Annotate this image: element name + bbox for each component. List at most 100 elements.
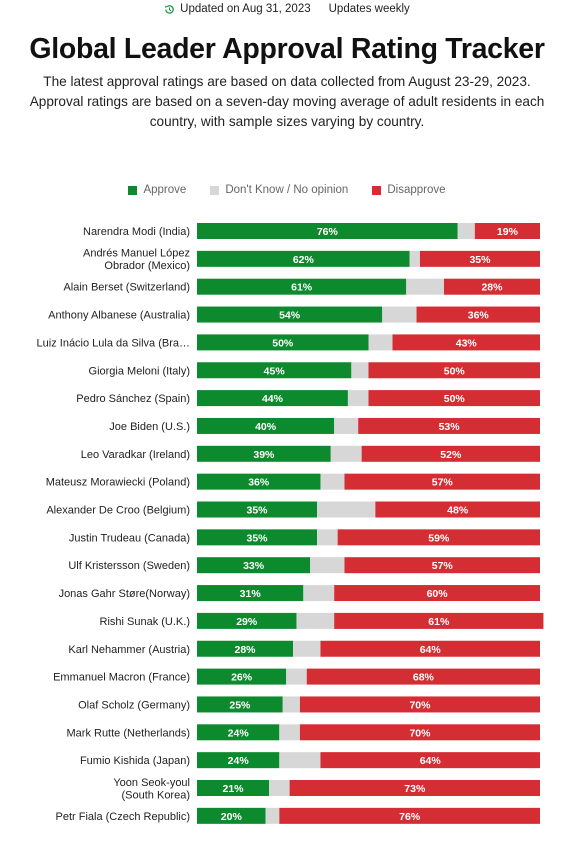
bar-segment-don-t-know-no-opinion[interactable]	[269, 780, 290, 796]
bar-segment-approve[interactable]	[197, 334, 369, 351]
bar-segment-disapprove[interactable]	[419, 250, 540, 267]
bar-segment-approve[interactable]	[197, 250, 410, 267]
bar-segment-approve[interactable]	[197, 557, 311, 574]
leader-row-giorgia-meloni-italy: Giorgia Meloni (Italy) 45% 50%	[89, 362, 541, 379]
bar-segment-approve[interactable]	[197, 473, 321, 490]
bar-segment-don-t-know-no-opinion[interactable]	[330, 445, 362, 462]
data-label-disapprove: 35%	[469, 254, 491, 266]
bar-segment-approve[interactable]	[197, 223, 458, 239]
bar-segment-approve[interactable]	[197, 529, 318, 546]
leader-row-karl-nehammer-austria: Karl Nehammer (Austria) 28% 64%	[68, 640, 540, 657]
bar-segment-approve[interactable]	[197, 278, 407, 295]
bar-segment-don-t-know-no-opinion[interactable]	[310, 557, 345, 574]
bar-segment-disapprove[interactable]	[443, 278, 540, 295]
bar-segment-disapprove[interactable]	[337, 529, 540, 546]
bar-segment-disapprove[interactable]	[344, 473, 540, 490]
bar-segment-don-t-know-no-opinion[interactable]	[293, 640, 321, 657]
data-label-disapprove: 48%	[447, 505, 469, 517]
bar-segment-don-t-know-no-opinion[interactable]	[279, 724, 300, 741]
bar-segment-approve[interactable]	[197, 501, 318, 518]
leader-name-label: Rishi Sunak (U.K.)	[100, 616, 190, 628]
bar-segment-approve[interactable]	[197, 390, 348, 407]
legend-item-disapprove[interactable]: Disapprove	[372, 184, 446, 196]
bar-segment-disapprove[interactable]	[368, 362, 541, 379]
bar-segment-disapprove[interactable]	[416, 306, 540, 323]
bar-segment-disapprove[interactable]	[289, 780, 540, 796]
bar-segment-disapprove[interactable]	[306, 668, 540, 685]
bar-segment-disapprove[interactable]	[375, 501, 540, 518]
data-label-disapprove: 68%	[413, 672, 435, 684]
bar-segment-disapprove[interactable]	[279, 807, 540, 824]
legend-item-dont-know[interactable]: Don't Know / No opinion	[210, 184, 348, 196]
bar-segment-don-t-know-no-opinion[interactable]	[334, 417, 359, 434]
data-label-approve: 39%	[253, 449, 275, 461]
bar-segment-don-t-know-no-opinion[interactable]	[279, 752, 321, 769]
bar-segment-disapprove[interactable]	[320, 640, 540, 657]
bar-segment-disapprove[interactable]	[299, 696, 540, 713]
approval-bar-chart: Narendra Modi (India) 76% 19% Andrés Manuel…	[37, 223, 544, 824]
bar-segment-don-t-know-no-opinion[interactable]	[406, 278, 444, 295]
bar-segment-don-t-know-no-opinion[interactable]	[347, 390, 369, 407]
leader-row-anthony-albanese-australia: Anthony Albanese (Australia) 54% 36%	[48, 306, 540, 323]
bar-segment-approve[interactable]	[197, 780, 270, 796]
bar-segment-disapprove[interactable]	[358, 417, 540, 434]
bar-segment-disapprove[interactable]	[474, 223, 540, 239]
bar-segment-don-t-know-no-opinion[interactable]	[457, 223, 475, 239]
leader-name-label: Emmanuel Macron (France)	[53, 672, 190, 684]
bar-segment-don-t-know-no-opinion[interactable]	[409, 250, 420, 267]
leader-row-jonas-gahr-st-re-norway: Jonas Gahr Støre(Norway) 31% 60%	[59, 585, 540, 602]
leader-row-andr-s-manuel-l-pez-obrador-mexico: Andrés Manuel López Obrador (Mexico) 62% 35…	[83, 248, 540, 273]
bar-segment-disapprove[interactable]	[368, 390, 541, 407]
bar-segment-don-t-know-no-opinion[interactable]	[282, 696, 300, 713]
leader-name-label: Mateusz Morawiecki (Poland)	[46, 477, 190, 489]
bar-segment-don-t-know-no-opinion[interactable]	[382, 306, 417, 323]
update-info-bar: Updated on Aug 31, 2023 Updates weekly	[0, 0, 574, 18]
leader-name-label: Olaf Scholz (Germany)	[78, 699, 190, 711]
bar-segment-don-t-know-no-opinion[interactable]	[368, 334, 393, 351]
bar-segment-approve[interactable]	[197, 445, 331, 462]
leader-row-rishi-sunak-u-k: Rishi Sunak (U.K.) 29% 61%	[100, 612, 544, 629]
bar-segment-approve[interactable]	[197, 306, 383, 323]
bar-segment-disapprove[interactable]	[344, 557, 540, 574]
bar-segment-approve[interactable]	[197, 807, 266, 824]
leader-name-label: Andrés Manuel López Obrador (Mexico)	[83, 248, 190, 273]
bar-segment-approve[interactable]	[197, 417, 335, 434]
data-label-disapprove: 73%	[404, 783, 426, 795]
bar-segment-disapprove[interactable]	[334, 612, 544, 629]
bar-segment-disapprove[interactable]	[299, 724, 540, 741]
bar-segment-don-t-know-no-opinion[interactable]	[317, 529, 338, 546]
data-label-approve: 20%	[221, 811, 243, 823]
data-label-disapprove: 70%	[409, 699, 431, 711]
bar-segment-approve[interactable]	[197, 640, 294, 657]
leader-row-ulf-kristersson-sweden: Ulf Kristersson (Sweden) 33% 57%	[68, 557, 540, 574]
bar-segment-approve[interactable]	[197, 362, 352, 379]
bar-segment-don-t-know-no-opinion[interactable]	[303, 585, 335, 602]
bar-segment-approve[interactable]	[197, 724, 280, 741]
bar-segment-don-t-know-no-opinion[interactable]	[351, 362, 369, 379]
data-label-approve: 62%	[293, 254, 315, 266]
bar-segment-don-t-know-no-opinion[interactable]	[265, 807, 280, 824]
data-label-approve: 54%	[279, 310, 301, 322]
bar-segment-approve[interactable]	[197, 696, 283, 713]
bar-segment-approve[interactable]	[197, 585, 304, 602]
bar-segment-don-t-know-no-opinion[interactable]	[317, 501, 376, 518]
data-label-disapprove: 59%	[428, 532, 450, 544]
leader-row-petr-fiala-czech-republic: Petr Fiala (Czech Republic) 20% 76%	[56, 807, 540, 824]
bar-segment-disapprove[interactable]	[320, 752, 540, 769]
bar-segment-don-t-know-no-opinion[interactable]	[286, 668, 307, 685]
bar-segment-disapprove[interactable]	[392, 334, 540, 351]
bar-segment-approve[interactable]	[197, 668, 287, 685]
data-label-disapprove: 70%	[409, 727, 431, 739]
data-label-approve: 35%	[247, 505, 269, 517]
legend-swatch-disapprove	[372, 185, 382, 195]
bar-segment-disapprove[interactable]	[361, 445, 540, 462]
data-label-approve: 25%	[229, 699, 251, 711]
bar-segment-don-t-know-no-opinion[interactable]	[320, 473, 345, 490]
bar-segment-don-t-know-no-opinion[interactable]	[296, 612, 335, 629]
bar-segment-approve[interactable]	[197, 752, 280, 769]
legend-item-approve[interactable]: Approve	[128, 184, 186, 196]
bar-segment-disapprove[interactable]	[334, 585, 540, 602]
data-label-disapprove: 64%	[420, 644, 442, 656]
data-label-disapprove: 76%	[399, 811, 421, 823]
bar-segment-approve[interactable]	[197, 612, 297, 629]
